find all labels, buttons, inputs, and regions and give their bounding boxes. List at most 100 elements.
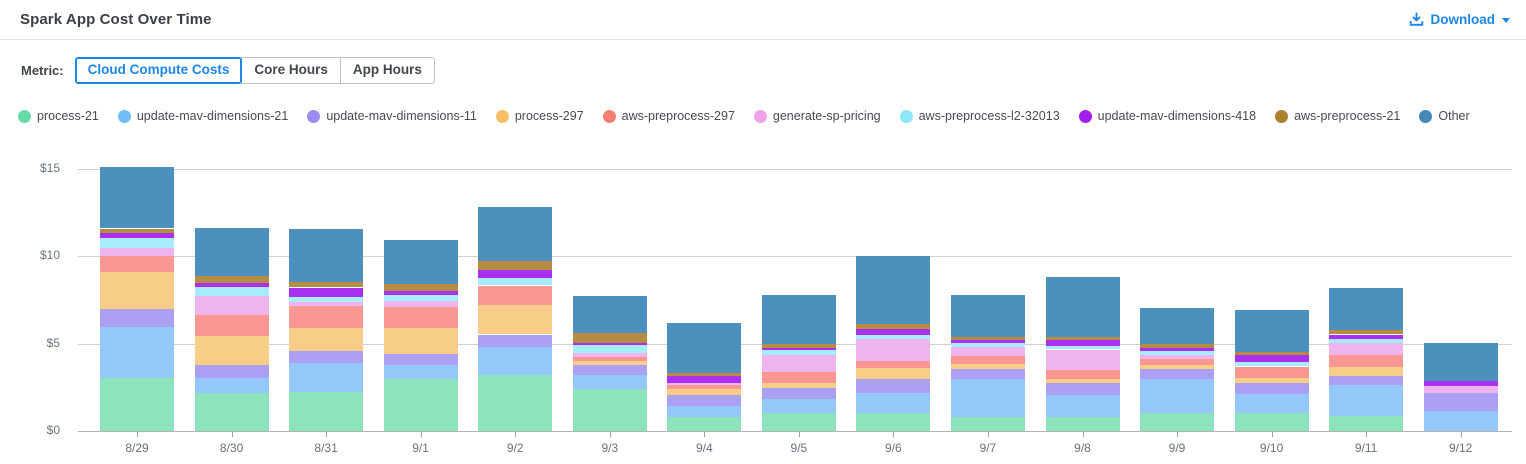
bar-segment-aws-preprocess-l2-32013-9-1[interactable] <box>383 294 458 301</box>
bar-segment-process-297-9-2[interactable] <box>478 305 553 335</box>
bar-segment-update-mav-dimensions-21-9-4[interactable] <box>667 406 742 417</box>
bar-segment-aws-preprocess-297-9-4[interactable] <box>667 385 742 390</box>
bar-segment-aws-preprocess-21-9-2[interactable] <box>478 261 553 271</box>
bar-segment-update-mav-dimensions-21-9-2[interactable] <box>478 346 553 376</box>
bar-segment-update-mav-dimensions-11-9-12[interactable] <box>1423 393 1498 412</box>
bar-segment-update-mav-dimensions-21-9-3[interactable] <box>572 375 647 389</box>
bar-segment-other-9-4[interactable] <box>667 323 742 373</box>
bar-segment-process-21-8-31[interactable] <box>289 392 364 431</box>
bar-segment-aws-preprocess-297-9-10[interactable] <box>1234 366 1309 378</box>
legend-item-update-mav-dimensions-11[interactable]: update-mav-dimensions-11 <box>307 110 477 123</box>
bar-segment-update-mav-dimensions-11-9-7[interactable] <box>950 368 1025 380</box>
bar-segment-process-297-9-1[interactable] <box>383 327 458 355</box>
bar-segment-aws-preprocess-21-9-6[interactable] <box>856 324 931 329</box>
bar-segment-aws-preprocess-l2-32013-9-7[interactable] <box>950 343 1025 347</box>
bar-segment-process-21-9-1[interactable] <box>383 379 458 431</box>
bar-segment-other-8-30[interactable] <box>194 228 269 276</box>
bar-segment-update-mav-dimensions-418-9-3[interactable] <box>572 342 647 346</box>
bar-segment-generate-sp-pricing-9-3[interactable] <box>572 353 647 357</box>
bar-segment-update-mav-dimensions-418-9-9[interactable] <box>1140 347 1214 351</box>
bar-segment-update-mav-dimensions-418-9-10[interactable] <box>1234 355 1309 363</box>
bar-segment-process-21-9-4[interactable] <box>667 416 742 431</box>
bar-segment-update-mav-dimensions-21-9-6[interactable] <box>856 392 931 413</box>
bar-segment-update-mav-dimensions-418-9-5[interactable] <box>761 347 836 350</box>
bar-segment-process-21-8-29[interactable] <box>100 377 174 431</box>
bar-segment-process-21-9-7[interactable] <box>950 416 1025 431</box>
bar-segment-update-mav-dimensions-418-8-29[interactable] <box>100 232 174 238</box>
bar-segment-update-mav-dimensions-21-8-29[interactable] <box>100 326 174 378</box>
bar-segment-aws-preprocess-l2-32013-9-10[interactable] <box>1234 362 1309 367</box>
bar-segment-aws-preprocess-297-9-3[interactable] <box>572 356 647 362</box>
bar-segment-aws-preprocess-297-9-11[interactable] <box>1329 355 1404 367</box>
bar-segment-update-mav-dimensions-418-8-31[interactable] <box>289 287 364 297</box>
legend-item-process-297[interactable]: process-297 <box>495 110 584 123</box>
bar-segment-update-mav-dimensions-21-9-11[interactable] <box>1329 385 1404 416</box>
bar-segment-other-9-3[interactable] <box>572 296 647 333</box>
legend-item-update-mav-dimensions-418[interactable]: update-mav-dimensions-418 <box>1078 110 1256 123</box>
bar-segment-aws-preprocess-297-8-30[interactable] <box>194 315 269 336</box>
bar-segment-other-9-9[interactable] <box>1140 308 1214 345</box>
bar-segment-update-mav-dimensions-418-9-7[interactable] <box>950 340 1025 344</box>
bar-segment-aws-preprocess-l2-32013-9-5[interactable] <box>761 350 836 356</box>
metric-option-app-hours[interactable]: App Hours <box>339 56 435 84</box>
bar-segment-aws-preprocess-21-8-30[interactable] <box>194 275 269 284</box>
bar-segment-process-21-9-2[interactable] <box>478 375 553 431</box>
bar-segment-update-mav-dimensions-418-9-1[interactable] <box>383 290 458 295</box>
bar-segment-process-297-8-29[interactable] <box>100 272 174 310</box>
legend-item-aws-preprocess-297[interactable]: aws-preprocess-297 <box>602 110 735 123</box>
bar-segment-aws-preprocess-297-8-31[interactable] <box>289 306 364 328</box>
bar-segment-aws-preprocess-l2-32013-9-6[interactable] <box>856 335 931 339</box>
bar-segment-generate-sp-pricing-9-7[interactable] <box>950 346 1025 356</box>
bar-segment-update-mav-dimensions-418-9-2[interactable] <box>478 270 553 278</box>
bar-segment-process-21-9-9[interactable] <box>1140 413 1214 431</box>
bar-segment-update-mav-dimensions-21-9-8[interactable] <box>1045 395 1120 417</box>
bar-segment-other-9-12[interactable] <box>1423 342 1498 381</box>
bar-segment-other-8-31[interactable] <box>289 229 364 283</box>
bar-segment-aws-preprocess-l2-32013-9-2[interactable] <box>478 277 553 286</box>
bar-segment-generate-sp-pricing-9-4[interactable] <box>667 383 742 386</box>
bar-segment-aws-preprocess-21-9-10[interactable] <box>1234 351 1309 356</box>
bar-segment-generate-sp-pricing-9-11[interactable] <box>1329 342 1404 356</box>
legend-item-update-mav-dimensions-21[interactable]: update-mav-dimensions-21 <box>117 110 288 123</box>
bar-segment-process-21-9-10[interactable] <box>1234 412 1309 431</box>
bar-segment-process-297-9-9[interactable] <box>1140 365 1214 369</box>
bar-segment-generate-sp-pricing-9-8[interactable] <box>1045 349 1120 371</box>
bar-segment-update-mav-dimensions-418-9-11[interactable] <box>1329 334 1404 339</box>
bar-segment-process-21-9-3[interactable] <box>572 388 647 431</box>
bar-segment-other-9-8[interactable] <box>1045 277 1120 337</box>
bar-segment-generate-sp-pricing-8-31[interactable] <box>289 302 364 307</box>
bar-segment-update-mav-dimensions-11-8-29[interactable] <box>100 309 174 327</box>
bar-segment-aws-preprocess-l2-32013-9-8[interactable] <box>1045 346 1120 350</box>
bar-segment-aws-preprocess-21-9-5[interactable] <box>761 344 836 348</box>
bar-segment-update-mav-dimensions-21-9-9[interactable] <box>1140 378 1214 414</box>
bar-segment-generate-sp-pricing-8-30[interactable] <box>194 296 269 316</box>
bar-segment-aws-preprocess-297-9-7[interactable] <box>950 356 1025 365</box>
bar-segment-other-8-29[interactable] <box>100 166 174 229</box>
bar-segment-update-mav-dimensions-11-9-2[interactable] <box>478 334 553 347</box>
bar-segment-process-297-9-10[interactable] <box>1234 377 1309 383</box>
legend-item-generate-sp-pricing[interactable]: generate-sp-pricing <box>753 110 881 123</box>
bar-segment-update-mav-dimensions-11-8-31[interactable] <box>289 351 364 363</box>
bar-segment-aws-preprocess-21-8-31[interactable] <box>289 282 364 288</box>
bar-segment-aws-preprocess-297-9-9[interactable] <box>1140 358 1214 366</box>
bar-segment-process-21-9-5[interactable] <box>761 412 836 431</box>
bar-segment-process-21-8-30[interactable] <box>194 392 269 431</box>
bar-segment-aws-preprocess-l2-32013-9-11[interactable] <box>1329 338 1404 343</box>
bar-segment-update-mav-dimensions-21-9-7[interactable] <box>950 379 1025 417</box>
bar-segment-process-297-9-4[interactable] <box>667 389 742 396</box>
bar-segment-aws-preprocess-l2-32013-8-29[interactable] <box>100 237 174 248</box>
bar-segment-update-mav-dimensions-11-8-30[interactable] <box>194 365 269 378</box>
bar-segment-update-mav-dimensions-11-9-4[interactable] <box>667 395 742 406</box>
bar-segment-process-21-9-11[interactable] <box>1329 416 1404 431</box>
metric-option-cloud-compute-costs[interactable]: Cloud Compute Costs <box>74 56 243 84</box>
bar-segment-process-297-8-31[interactable] <box>289 327 364 352</box>
bar-segment-update-mav-dimensions-418-8-30[interactable] <box>194 283 269 288</box>
bar-segment-process-297-9-7[interactable] <box>950 364 1025 369</box>
bar-segment-aws-preprocess-21-9-1[interactable] <box>383 284 458 291</box>
bar-segment-aws-preprocess-21-9-9[interactable] <box>1140 344 1214 348</box>
bar-segment-other-9-10[interactable] <box>1234 309 1309 352</box>
bar-segment-aws-preprocess-297-8-29[interactable] <box>100 256 174 272</box>
bar-segment-aws-preprocess-297-9-6[interactable] <box>856 361 931 368</box>
bar-segment-update-mav-dimensions-11-9-6[interactable] <box>856 378 931 393</box>
bar-segment-update-mav-dimensions-11-9-10[interactable] <box>1234 382 1309 395</box>
